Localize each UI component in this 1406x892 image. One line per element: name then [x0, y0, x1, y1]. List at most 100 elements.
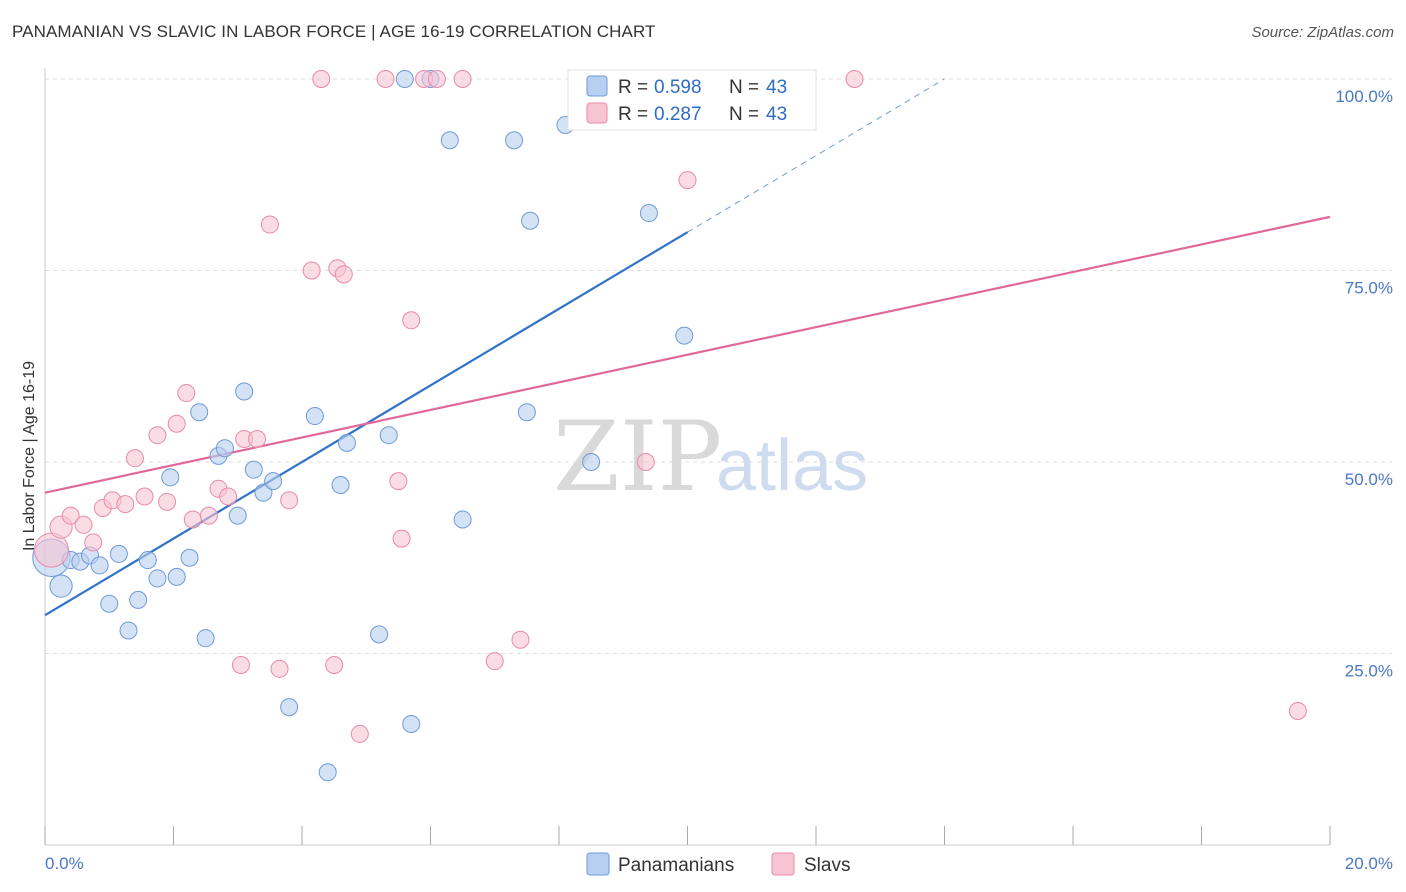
watermark-zip: ZIP — [553, 401, 722, 513]
trend-line-panamanians-extension — [687, 78, 945, 233]
y-axis-title: In Labor Force | Age 16-19 — [21, 361, 38, 551]
panamanian-point-37 — [517, 403, 536, 422]
panamanian-point-23 — [264, 472, 283, 491]
slavic-point-25 — [312, 70, 331, 88]
legend-swatch-slavs — [586, 102, 608, 124]
panamanian-point-6 — [100, 594, 119, 613]
slavic-point-8 — [125, 449, 144, 468]
watermark-atlas: atlas — [716, 426, 868, 506]
slavic-point-28 — [334, 265, 353, 284]
slavic-point-37 — [485, 652, 504, 671]
data-points — [32, 70, 1307, 782]
panamanian-point-5 — [90, 556, 109, 575]
panamanian-point-18 — [215, 439, 234, 458]
slavic-point-12 — [167, 414, 186, 433]
slavic-point-24 — [302, 261, 321, 280]
slavic-point-13 — [177, 384, 196, 403]
panamanian-point-9 — [129, 590, 148, 609]
slavic-point-10 — [148, 426, 167, 445]
slavic-point-4 — [84, 533, 103, 552]
series-swatch-slavs — [771, 852, 795, 876]
legend-box — [567, 69, 817, 131]
slavic-point-17 — [219, 487, 238, 506]
panamanian-point-11 — [148, 569, 167, 588]
slavic-point-40 — [678, 171, 697, 190]
panamanian-point-20 — [235, 382, 254, 401]
slavic-point-33 — [402, 311, 421, 330]
source-label: Source: ZipAtlas.com — [1251, 24, 1394, 41]
y-tick-labels: 25.0% 50.0% 75.0% 100.0% — [1335, 87, 1393, 681]
slavic-point-23 — [280, 491, 299, 510]
watermark: ZIP atlas — [553, 401, 868, 513]
panamanian-point-19 — [228, 506, 247, 525]
slavic-point-2 — [61, 506, 80, 525]
series-swatch-panamanians — [586, 852, 610, 876]
slavic-point-43 — [1288, 701, 1307, 720]
panamanian-point-15 — [190, 403, 209, 422]
slavic-point-15 — [199, 506, 218, 525]
panamanian-point-16 — [196, 629, 215, 648]
panamanian-point-28 — [337, 433, 356, 452]
slavic-point-26 — [325, 655, 344, 674]
legend-swatch-panamanians — [586, 75, 608, 97]
legend-r-label-2: R = — [618, 104, 648, 125]
legend-r-value-1: 0.598 — [654, 77, 702, 98]
slavic-point-14 — [183, 510, 202, 529]
x-tick-labels: 0.0% 20.0% — [45, 854, 1393, 873]
slavic-point-36 — [453, 70, 472, 88]
slavic-point-42 — [845, 70, 864, 88]
slavic-point-20 — [248, 430, 267, 449]
slavic-point-29 — [350, 724, 369, 743]
slavic-point-39 — [636, 453, 655, 471]
panamanian-point-24 — [280, 698, 299, 717]
panamanian-point-26 — [318, 763, 337, 782]
slavic-point-7 — [116, 495, 135, 514]
y-tick-label-1: 50.0% — [1345, 470, 1393, 489]
legend-n-value-2: 43 — [766, 104, 787, 125]
panamanian-point-31 — [395, 70, 414, 88]
x-tick-label-0: 0.0% — [45, 854, 84, 873]
slavic-point-21 — [260, 215, 279, 234]
slavic-point-31 — [389, 472, 408, 491]
panamanian-point-40 — [582, 453, 601, 471]
slavic-point-22 — [270, 659, 289, 678]
panamanian-point-21 — [244, 460, 263, 479]
slavic-point-3 — [74, 515, 93, 534]
slavic-point-35 — [427, 70, 446, 88]
series-label-panamanians: Panamanians — [618, 855, 734, 876]
legend-n-label-2: N = — [729, 104, 759, 125]
y-tick-label-3: 100.0% — [1335, 87, 1393, 106]
slavic-point-11 — [158, 492, 177, 511]
panamanian-point-42 — [675, 326, 694, 345]
panamanian-point-10 — [138, 551, 157, 570]
slavic-point-9 — [135, 487, 154, 506]
slavic-point-18 — [231, 655, 250, 674]
panamanian-point-22 — [254, 483, 273, 502]
chart-title: PANAMANIAN VS SLAVIC IN LABOR FORCE | AG… — [12, 22, 656, 41]
y-tick-label-2: 75.0% — [1345, 279, 1393, 298]
panamanian-point-12 — [161, 468, 180, 487]
panamanian-point-27 — [331, 475, 350, 494]
trend-lines — [44, 78, 1331, 617]
legend-r-value-2: 0.287 — [654, 104, 702, 125]
panamanian-point-30 — [379, 426, 398, 445]
legend: R = 0.598 N = 43 R = 0.287 N = 43 — [567, 69, 817, 131]
panamanian-point-25 — [305, 407, 324, 426]
x-tick-label-1: 20.0% — [1345, 854, 1393, 873]
slavic-point-32 — [392, 529, 411, 548]
slavic-point-30 — [376, 70, 395, 88]
legend-n-label-1: N = — [729, 77, 759, 98]
panamanian-point-35 — [453, 510, 472, 529]
panamanian-point-36 — [505, 131, 524, 150]
grid-lines — [45, 78, 1392, 654]
panamanian-point-1 — [49, 574, 73, 598]
panamanian-point-29 — [370, 625, 389, 644]
y-tick-label-0: 25.0% — [1345, 662, 1393, 681]
axes — [44, 68, 1331, 846]
series-legend: Panamanians Slavs — [586, 852, 850, 876]
panamanian-point-13 — [167, 567, 186, 586]
panamanian-point-41 — [639, 204, 658, 223]
legend-r-label-1: R = — [618, 77, 648, 98]
slavic-point-38 — [511, 630, 530, 649]
